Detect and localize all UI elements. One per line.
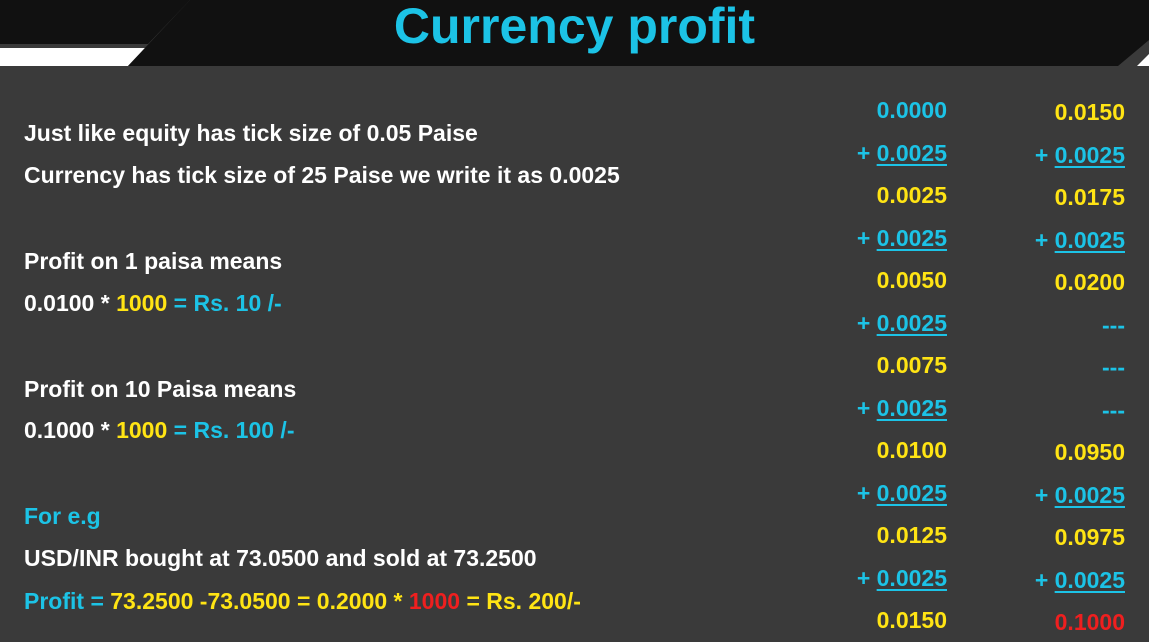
running-total-row: 0.0025 (845, 181, 947, 209)
lot-size: 1000 (116, 417, 168, 443)
tick-addition-row: + 0.0025 (1021, 481, 1125, 509)
tick-value: --- (1102, 396, 1125, 423)
tick-addition-row: + 0.0025 (845, 564, 947, 592)
tick-value: 0.0025 (876, 182, 947, 208)
tick-value: 0.0025 (876, 224, 947, 251)
plus-sign: + (856, 394, 877, 421)
running-total-row: 0.0200 (1021, 268, 1125, 296)
plus-sign: + (1034, 566, 1055, 593)
tick-value: --- (1102, 354, 1125, 380)
plus-sign: + (1034, 141, 1055, 168)
header-background (0, 0, 1149, 66)
formula-part: 0.0100 * (24, 290, 117, 316)
running-total-row: 0.0950 (1021, 438, 1125, 466)
tick-equity-text: Just like equity has tick size of 0.05 P… (24, 120, 478, 146)
tick-value: 0.0025 (876, 394, 947, 421)
formula-part: = (167, 417, 194, 443)
tick-addition-row: + 0.0025 (845, 139, 947, 167)
running-total-row: 0.0175 (1021, 183, 1125, 211)
example-heading: For e.g (24, 503, 101, 529)
running-total-row: 0.0150 (845, 606, 947, 634)
tick-value: 0.0025 (876, 139, 947, 166)
formula-part: 73.2500 -73.0500 = 0.2000 * (110, 588, 409, 614)
tick-value: 0.0025 (1054, 141, 1125, 168)
lot-size: 1000 (116, 290, 168, 316)
formula-part: Profit = (24, 588, 111, 614)
tick-value: 0.0100 (876, 437, 947, 463)
tick-addition-row: + 0.0025 (845, 394, 947, 422)
running-total-row: 0.0125 (845, 521, 947, 549)
lot-size: 1000 (408, 588, 461, 614)
tick-value: 0.0125 (876, 522, 947, 548)
running-total-row: 0.1000 (1021, 608, 1125, 636)
tick-addition-row: + 0.0025 (845, 479, 947, 507)
tick-value: 0.0950 (1054, 439, 1125, 465)
tick-addition-row: + 0.0025 (1021, 141, 1125, 169)
tick-value: 0.0025 (876, 309, 947, 336)
tick-addition-row: + 0.0025 (1021, 566, 1125, 594)
formula-result: Rs. 10 /- (193, 290, 282, 316)
tick-value: 0.0075 (876, 352, 947, 378)
running-total-row: --- (1021, 311, 1125, 339)
tick-value: 0.0025 (876, 479, 947, 506)
running-total-row: 0.0075 (845, 351, 947, 379)
tick-value: 0.1000 (1054, 609, 1125, 635)
plus-sign: + (856, 309, 877, 336)
page-title: Currency profit (393, 0, 756, 54)
plus-sign: + (1034, 481, 1055, 508)
example-text: USD/INR bought at 73.0500 and sold at 73… (24, 545, 537, 571)
plus-sign: + (1034, 226, 1055, 253)
tick-addition-row: + 0.0025 (845, 224, 947, 252)
formula-result: Rs. 100 /- (193, 417, 295, 443)
tick-value: 0.0175 (1054, 184, 1125, 210)
running-total-row: --- (1021, 353, 1125, 381)
profit-10-paisa-formula: 0.1000 * 1000 = Rs. 100 /- (24, 416, 294, 444)
tick-value: 0.0025 (1054, 481, 1125, 508)
profit-10-paisa-heading: Profit on 10 Paisa means (24, 376, 297, 402)
plus-sign: + (856, 479, 877, 506)
tick-value: 0.0200 (1054, 269, 1125, 295)
tick-value: 0.0150 (876, 607, 947, 633)
running-total-row: 0.0150 (1021, 98, 1125, 126)
profit-1-paisa-formula: 0.0100 * 1000 = Rs. 10 /- (24, 289, 282, 317)
running-total-row: 0.0975 (1021, 523, 1125, 551)
header-bar: Currency profit (0, 0, 1149, 66)
example-profit-formula: Profit = 73.2500 -73.0500 = 0.2000 * 100… (24, 587, 581, 615)
tick-currency-text: Currency has tick size of 25 Paise we wr… (24, 162, 620, 188)
tick-value: 0.0150 (1054, 99, 1125, 125)
formula-part: 0.1000 * (24, 417, 117, 443)
running-total-row: 0.0100 (845, 436, 947, 464)
plus-sign: + (856, 139, 877, 166)
plus-sign: + (856, 564, 877, 591)
running-total-row: 0.0050 (845, 266, 947, 294)
tick-addition-row: + 0.0025 (1021, 226, 1125, 254)
plus-sign: + (856, 224, 877, 251)
tick-value: 0.0975 (1054, 524, 1125, 550)
running-total-row: 0.0000 (845, 96, 947, 124)
running-total-row: --- (1021, 396, 1125, 424)
tick-value: 0.0050 (876, 267, 947, 293)
profit-1-paisa-heading: Profit on 1 paisa means (24, 248, 283, 274)
tick-value: 0.0000 (876, 97, 947, 123)
tick-addition-row: + 0.0025 (845, 309, 947, 337)
formula-part: = (167, 290, 194, 316)
tick-value: 0.0025 (1054, 226, 1125, 253)
tick-value: 0.0025 (876, 564, 947, 591)
formula-result: = Rs. 200/- (460, 588, 581, 614)
tick-value: --- (1102, 311, 1125, 338)
tick-value: 0.0025 (1054, 566, 1125, 593)
